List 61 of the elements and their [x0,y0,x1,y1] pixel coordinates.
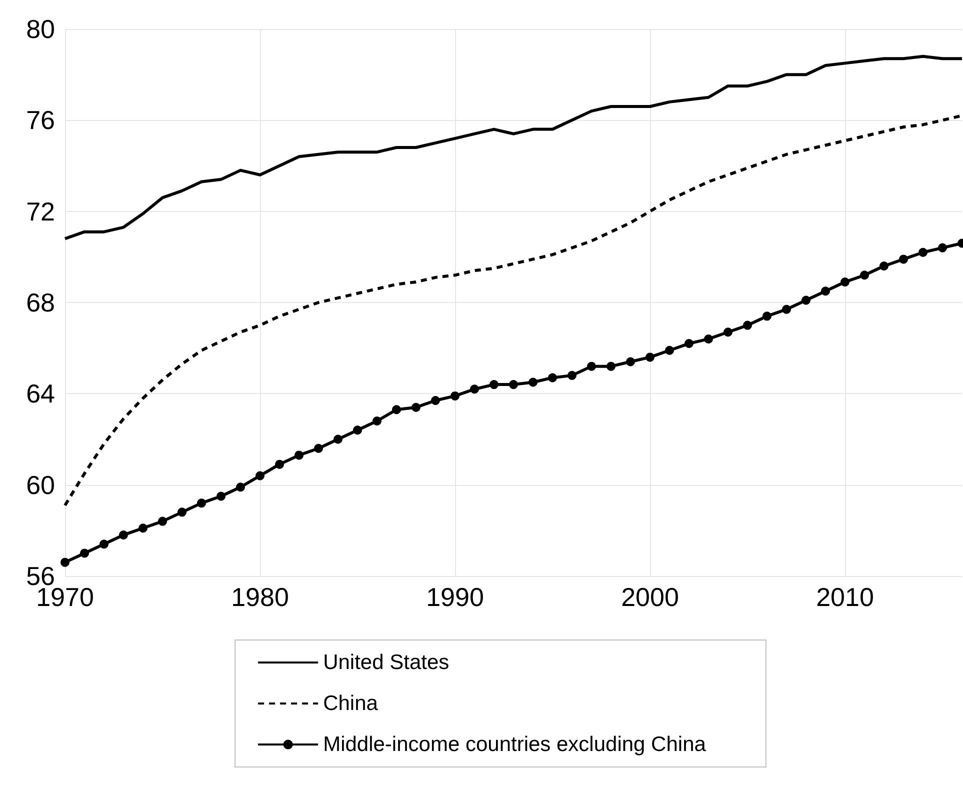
point [236,482,245,492]
point [548,373,557,382]
y-tick-label: 64 [26,378,55,409]
point [60,558,70,567]
point [412,402,420,412]
point [100,540,108,549]
point [216,492,226,501]
point [665,346,674,355]
point [138,524,148,533]
x-tick-label: 1980 [231,582,289,612]
point [470,384,479,394]
point [80,548,89,558]
point [528,378,538,387]
y-tick-label: 68 [26,288,55,318]
point [821,286,830,296]
point [587,362,596,371]
point [918,248,928,257]
point [938,243,947,252]
point [314,444,323,453]
legend-label: China [323,692,378,715]
line-series [64,54,963,240]
x-tick-label: 2000 [621,582,679,612]
point [704,334,713,344]
point [353,426,362,435]
point [509,380,518,390]
legend-label: Middle-income countries excluding China [323,733,706,756]
y-tick-label: 80 [26,14,55,44]
y-tick-label: 72 [26,196,55,226]
point [178,508,186,517]
point [197,498,206,508]
line-series [64,114,963,507]
point [256,471,264,480]
point [158,516,167,526]
point [724,328,732,337]
point [802,296,810,305]
point [431,396,440,405]
point [782,304,791,314]
point [606,362,616,371]
point [626,357,635,366]
point [294,450,304,460]
x-tick-label: 2010 [816,582,874,612]
point [334,434,342,444]
point [880,262,888,271]
point [450,391,460,400]
point [275,460,284,469]
point [646,352,654,362]
y-tick-label: 60 [26,470,55,500]
point [840,277,850,286]
point [743,320,752,330]
point [372,416,382,426]
point [490,380,498,390]
point [899,254,908,264]
point [762,312,772,321]
x-tick-label: 1990 [426,582,484,612]
point [392,405,401,414]
point [119,530,128,540]
point [568,370,576,380]
point [684,339,694,348]
point [860,270,869,280]
y-tick-label: 76 [26,105,55,136]
legend-label: United States [323,651,450,674]
